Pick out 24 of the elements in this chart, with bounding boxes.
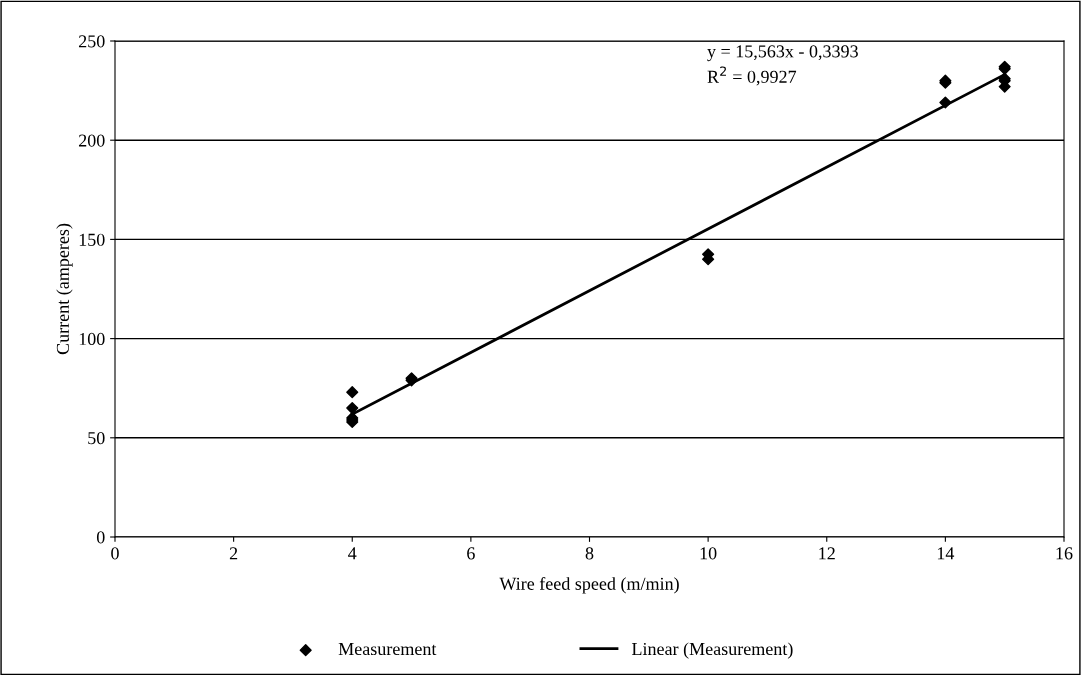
point — [346, 401, 359, 415]
legend-label: Measurement — [338, 643, 437, 656]
point — [939, 96, 952, 109]
x-axis-title: Wire feed speed (m/min) — [499, 576, 679, 594]
x-tick-label: 2 — [229, 547, 238, 560]
x-tick-label: 0 — [111, 547, 119, 560]
x-tick-label: 4 — [348, 547, 357, 560]
y-tick-label: 250 — [78, 35, 105, 48]
y-tick-label: 150 — [79, 233, 105, 246]
legend-label: Linear (Measurement) — [631, 642, 793, 659]
x-tick-label: 16 — [1056, 547, 1073, 560]
x-tick-label: 14 — [937, 547, 955, 560]
y-tick-label: 50 — [88, 432, 105, 445]
x-tick-label: 6 — [467, 547, 475, 560]
y-axis-title: Current (amperes) — [56, 223, 73, 355]
point — [346, 386, 359, 399]
y-tick-label: 100 — [79, 332, 105, 346]
x-tick-label: 8 — [585, 547, 594, 560]
x-tick-label: 10 — [700, 547, 717, 560]
y-tick-label: 200 — [78, 134, 105, 147]
y-tick-label: 0 — [96, 531, 105, 544]
x-tick-label: 12 — [819, 547, 835, 560]
annotation: R$^{2}$ = 0,9927 — [707, 66, 797, 86]
annotation: y = 15,563x - 0,3393 — [707, 45, 858, 62]
